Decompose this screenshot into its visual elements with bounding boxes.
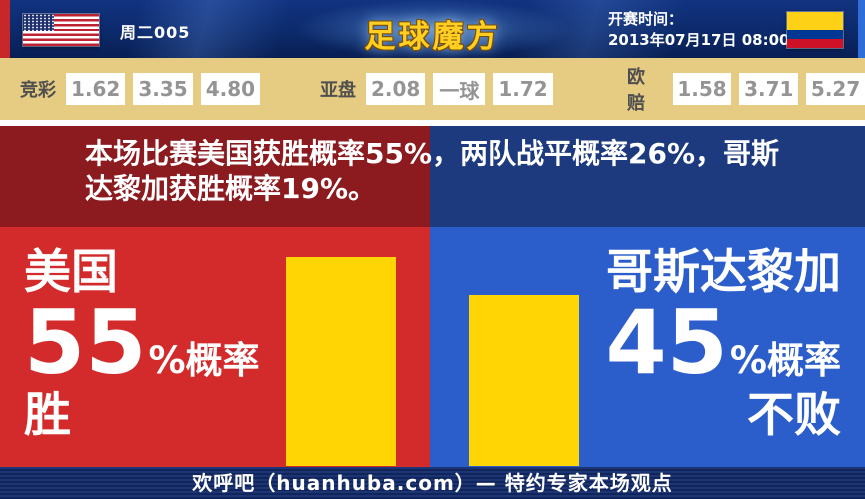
- kickoff-label: 开赛时间：: [608, 10, 684, 28]
- home-team-name: 美国: [24, 245, 118, 300]
- banner-blue-half: [430, 126, 865, 227]
- odds-group-jingcai: 竞彩 1.62 3.35 4.80: [20, 58, 261, 120]
- kickoff-time: 2013年07月17日 08:00: [608, 31, 790, 49]
- match-number-label: 周二005: [120, 23, 191, 42]
- away-team-name: 哥斯达黎加: [606, 245, 841, 300]
- home-probability-value: 55: [24, 291, 147, 394]
- footer-bar: 欢呼吧（huanhuba.com）— 特约专家本场观点: [0, 467, 865, 499]
- summary-text: 本场比赛美国获胜概率55%，两队战平概率26%，哥斯达黎加获胜概率19%。: [85, 137, 780, 205]
- odds-bar: 竞彩 1.62 3.35 4.80 亚盘 2.08 一球 1.72 欧赔 1.5…: [0, 58, 865, 120]
- odds-value: 5.27: [806, 73, 865, 105]
- odds-value: 3.35: [133, 73, 193, 105]
- logo-text: 足球魔方: [364, 19, 501, 55]
- usa-flag-canton: [23, 14, 54, 31]
- odds-label-oupei: 欧赔: [627, 67, 645, 114]
- odds-value: 1.58: [672, 73, 732, 105]
- home-team-block: 美国 55 %概率 胜: [24, 245, 260, 447]
- away-probability-bar: [469, 295, 579, 466]
- home-probability-suffix: %概率: [148, 339, 260, 382]
- right-blue-edge: [858, 0, 865, 58]
- away-probability-row: 45 %概率: [605, 291, 841, 394]
- odds-value: 1.72: [493, 73, 553, 105]
- logo-glow: [297, 0, 568, 58]
- odds-label-jingcai: 竞彩: [20, 80, 56, 101]
- kickoff-time-block: 开赛时间： 2013年07月17日 08:00: [608, 9, 789, 51]
- away-probability-suffix: %概率: [729, 339, 841, 382]
- odds-group-oupei: 欧赔 1.58 3.71 5.27: [627, 58, 865, 120]
- odds-value: 4.80: [200, 73, 261, 105]
- home-outcome-label: 胜: [24, 388, 71, 443]
- away-probability-value: 45: [605, 291, 728, 394]
- odds-group-yapan: 亚盘 2.08 一球 1.72: [320, 58, 553, 120]
- odds-value: 1.62: [66, 73, 126, 105]
- left-red-edge: [0, 0, 10, 58]
- footer-text: 欢呼吧（huanhuba.com）— 特约专家本场观点: [192, 471, 673, 495]
- usa-flag-icon: [23, 14, 99, 46]
- away-outcome-label: 不败: [747, 388, 841, 443]
- header-bar: 周二005 足球魔方 开赛时间： 2013年07月17日 08:00: [0, 0, 865, 58]
- odds-value: 3.71: [739, 73, 799, 105]
- site-logo: 足球魔方: [293, 0, 573, 58]
- home-probability-row: 55 %概率: [24, 291, 260, 394]
- odds-handicap: 一球: [433, 73, 486, 105]
- banner-red-half: [0, 126, 430, 227]
- away-team-block: 哥斯达黎加 45 %概率 不败: [605, 245, 841, 447]
- odds-value: 2.08: [366, 73, 426, 105]
- summary-banner: 本场比赛美国获胜概率55%，两队战平概率26%，哥斯达黎加获胜概率19%。: [0, 126, 865, 227]
- odds-label-yapan: 亚盘: [320, 80, 356, 101]
- probability-panel: 美国 55 %概率 胜 哥斯达黎加 45 %概率 不败: [0, 227, 865, 467]
- colombia-flag-icon: [787, 12, 843, 48]
- home-probability-bar: [286, 257, 396, 466]
